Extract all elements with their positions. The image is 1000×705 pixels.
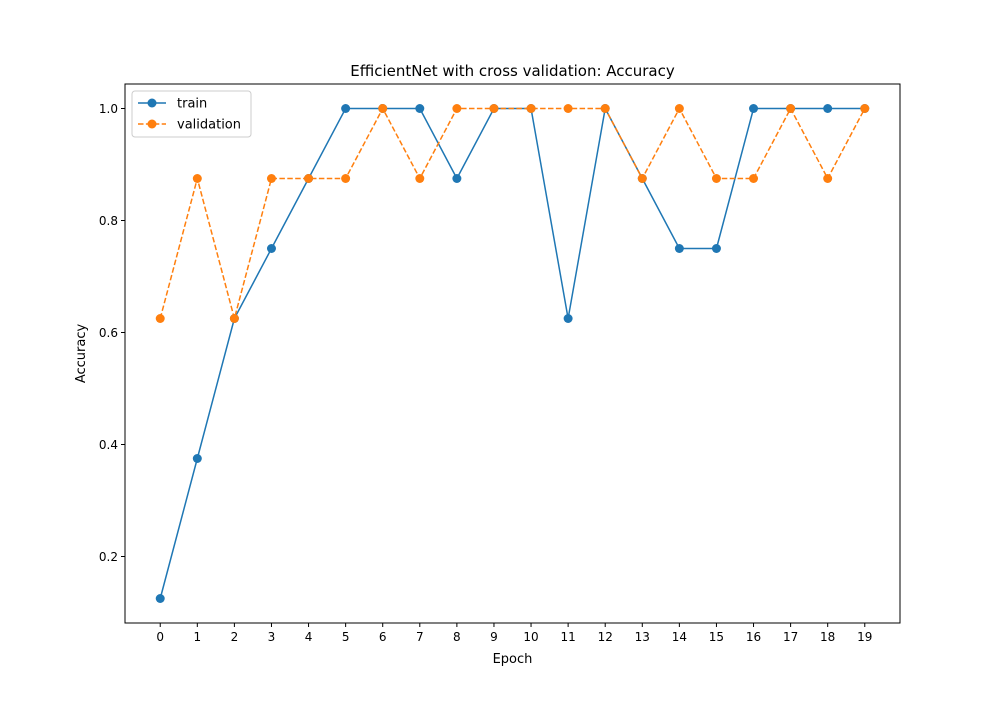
y-axis-label: Accuracy: [74, 324, 89, 384]
legend-marker-validation: [147, 119, 157, 129]
data-point-validation: [637, 174, 647, 183]
series-layer: [155, 104, 870, 603]
x-tick-label: 1: [193, 630, 201, 644]
legend-entry-train: train: [138, 97, 207, 112]
y-tick-label: 0.4: [99, 438, 118, 452]
legend-marker-train: [147, 98, 157, 108]
data-point-train: [415, 104, 425, 113]
plot-area-frame: [124, 83, 901, 624]
x-tick-label: 11: [560, 630, 575, 644]
data-point-validation: [526, 104, 536, 113]
x-tick-label: 14: [672, 630, 687, 644]
data-point-validation: [749, 174, 759, 183]
data-point-validation: [192, 174, 202, 183]
y-tick-label: 0.2: [99, 550, 118, 564]
data-point-validation: [266, 174, 276, 183]
data-point-validation: [823, 174, 833, 183]
data-point-train: [155, 594, 165, 603]
x-tick-label: 6: [379, 630, 387, 644]
legend-entry-validation: validation: [138, 118, 241, 133]
data-point-train: [452, 174, 462, 183]
x-tick-label: 13: [635, 630, 650, 644]
data-point-validation: [786, 104, 796, 113]
x-tick-label: 4: [305, 630, 313, 644]
data-point-train: [192, 454, 202, 463]
data-point-train: [563, 314, 573, 323]
data-point-validation: [860, 104, 870, 113]
legend-label-validation: validation: [177, 118, 241, 133]
legend-label-train: train: [177, 97, 207, 112]
x-tick-label: 17: [783, 630, 798, 644]
chart-title: EfficientNet with cross validation: Accu…: [350, 62, 675, 80]
data-point-train: [823, 104, 833, 113]
data-point-validation: [674, 104, 684, 113]
series-validation: [155, 104, 870, 323]
y-tick-label: 0.8: [99, 214, 118, 228]
x-tick-label: 5: [342, 630, 350, 644]
legend: train validation: [131, 90, 252, 138]
data-point-train: [674, 244, 684, 253]
data-point-validation: [304, 174, 314, 183]
x-tick-label: 19: [857, 630, 872, 644]
data-point-train: [266, 244, 276, 253]
x-tick-label: 8: [453, 630, 461, 644]
data-point-validation: [155, 314, 165, 323]
x-tick-label: 10: [523, 630, 538, 644]
x-tick-label: 15: [709, 630, 724, 644]
y-tick-label: 0.6: [99, 326, 118, 340]
x-tick-label: 12: [598, 630, 613, 644]
series-line-validation: [159, 107, 866, 320]
data-point-validation: [341, 174, 351, 183]
data-point-validation: [489, 104, 499, 113]
data-point-validation: [378, 104, 388, 113]
data-point-validation: [563, 104, 573, 113]
data-point-train: [711, 244, 721, 253]
data-point-validation: [229, 314, 239, 323]
data-point-train: [749, 104, 759, 113]
x-tick-label: 0: [156, 630, 164, 644]
data-point-validation: [600, 104, 610, 113]
data-point-validation: [415, 174, 425, 183]
x-tick-label: 3: [268, 630, 276, 644]
x-tick-label: 18: [820, 630, 835, 644]
x-axis-label: Epoch: [493, 652, 533, 667]
x-tick-label: 2: [231, 630, 239, 644]
x-tick-label: 16: [746, 630, 761, 644]
x-tick-label: 9: [490, 630, 498, 644]
data-point-validation: [711, 174, 721, 183]
data-point-validation: [452, 104, 462, 113]
y-tick-label: 1.0: [99, 102, 118, 116]
x-tick-label: 7: [416, 630, 424, 644]
data-point-train: [341, 104, 351, 113]
ticks-layer: 0 1 2 3 4 5 6 7 8 9 10 11 12 13 14 15 16 17 18 190.20.40.60…: [99, 102, 873, 644]
